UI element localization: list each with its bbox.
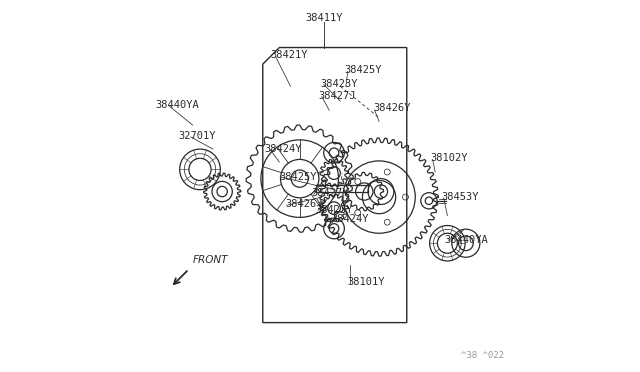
Text: 38440YA: 38440YA — [445, 234, 488, 244]
Text: 38426Y: 38426Y — [285, 199, 323, 209]
Text: 38424Y: 38424Y — [331, 214, 369, 224]
Text: FRONT: FRONT — [193, 256, 228, 265]
Text: 38423Y: 38423Y — [320, 80, 358, 89]
Text: 32701Y: 32701Y — [178, 131, 215, 141]
Text: 38453Y: 38453Y — [441, 192, 479, 202]
Text: 38426Y: 38426Y — [374, 103, 411, 113]
Text: 38427Y: 38427Y — [311, 188, 349, 198]
Text: 38425Y: 38425Y — [280, 172, 317, 182]
Text: 38101Y: 38101Y — [348, 277, 385, 287]
Text: 38427J: 38427J — [318, 90, 356, 100]
Text: 38421Y: 38421Y — [270, 50, 308, 60]
Text: 38424Y: 38424Y — [264, 144, 302, 154]
Text: 38423Y: 38423Y — [316, 205, 353, 215]
Text: 38411Y: 38411Y — [305, 13, 342, 23]
Text: 38102Y: 38102Y — [431, 153, 468, 163]
Text: 38425Y: 38425Y — [344, 65, 381, 75]
Text: ^38 ^022: ^38 ^022 — [461, 351, 504, 360]
Text: 38440YA: 38440YA — [156, 100, 200, 110]
